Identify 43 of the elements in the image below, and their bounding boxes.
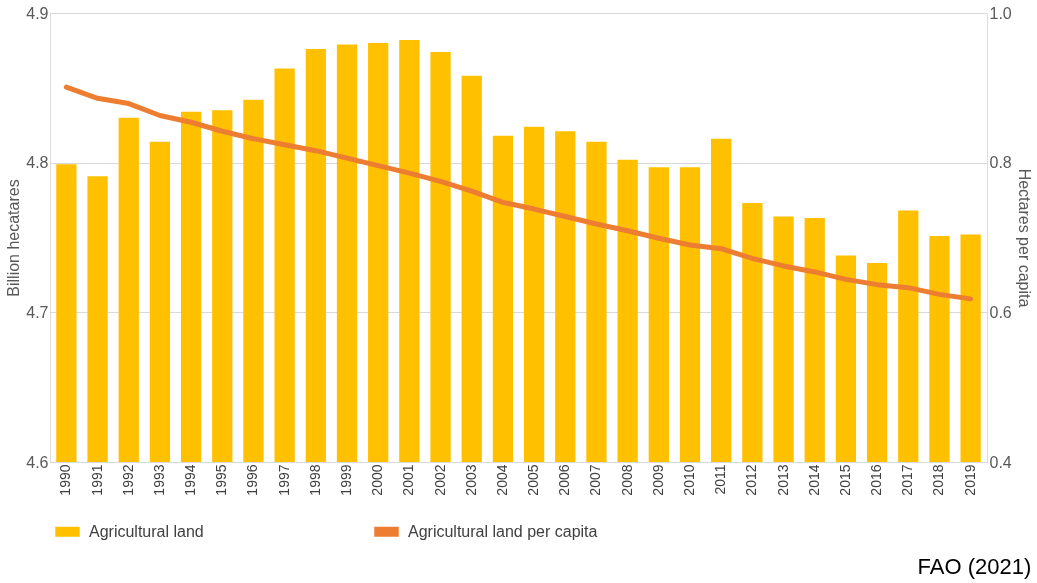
y2-tick-label: 0.4 [989, 453, 1012, 471]
x-tick-label: 2012 [743, 464, 760, 496]
x-tick-label: 1995 [213, 464, 230, 496]
x-tick-label: 1993 [150, 464, 167, 496]
legend-label: Agricultural land per capita [408, 522, 598, 540]
x-tick-label: 2008 [618, 464, 635, 496]
x-tick-label: 2015 [836, 464, 853, 496]
y-tick-label: 4.8 [26, 154, 49, 172]
x-tick-label: 2013 [774, 464, 791, 496]
y-tick-label: 4.7 [26, 303, 49, 321]
x-tick-label: 2010 [681, 464, 697, 496]
x-tick-label: 2016 [868, 464, 885, 496]
x-tick-label: 2014 [805, 464, 822, 496]
x-tick-label: 1996 [244, 464, 261, 496]
y2-tick-label: 1.0 [989, 4, 1012, 22]
x-tick-label: 2001 [400, 464, 417, 496]
x-tick-label: 2006 [556, 464, 573, 496]
x-tick-label: 2018 [930, 464, 947, 496]
x-tick-label: 1990 [57, 464, 74, 496]
x-tick-label: 1998 [306, 464, 323, 496]
y2-axis-title: Hectares per capita [1015, 168, 1033, 308]
x-tick-label: 1994 [182, 464, 199, 496]
x-tick-label: 2005 [525, 464, 542, 496]
legend-label: Agricultural land [89, 522, 204, 540]
x-tick-label: 2002 [431, 464, 448, 496]
text: FAO (2021) [917, 554, 1032, 579]
x-tick-label: 1997 [275, 464, 292, 496]
x-tick-label: 2017 [899, 464, 916, 496]
y-tick-label: 4.9 [26, 4, 49, 22]
x-tick-label: 2000 [369, 464, 386, 496]
y-axis-title: Billion hecatares [5, 179, 23, 297]
x-tick-label: 1991 [88, 464, 105, 496]
x-tick-label: 1999 [338, 464, 354, 496]
y-tick-label: 4.6 [26, 453, 49, 471]
x-tick-label: 2004 [493, 464, 510, 496]
x-tick-label: 2011 [712, 464, 729, 495]
x-tick-label: 1992 [119, 464, 136, 496]
y2-tick-label: 0.8 [989, 154, 1012, 172]
x-tick-label: 2019 [961, 464, 978, 496]
x-tick-label: 2009 [649, 464, 666, 496]
x-tick-label: 2007 [587, 464, 604, 496]
x-tick-label: 2003 [462, 464, 479, 496]
y2-tick-label: 0.6 [989, 303, 1012, 321]
